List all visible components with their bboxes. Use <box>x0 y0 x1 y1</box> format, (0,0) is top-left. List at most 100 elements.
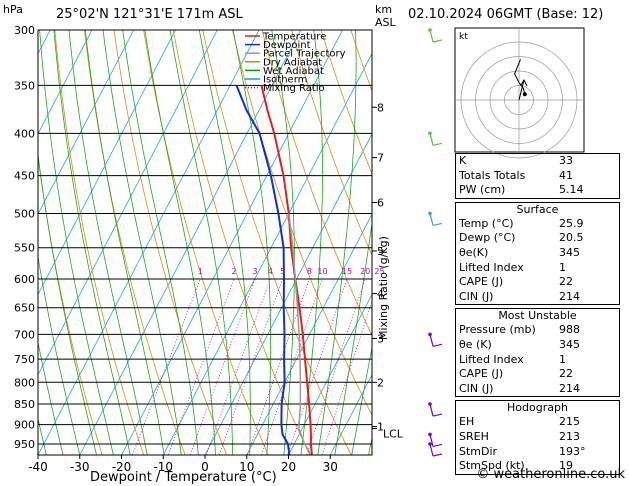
mixing-ratio-label: 10 <box>317 267 327 276</box>
pressure-tick-label: 600 <box>14 273 35 286</box>
height-tick-label: 1 <box>377 421 384 434</box>
wind-barb-flag <box>432 222 443 227</box>
mixing-ratio-label: 2 <box>232 267 237 276</box>
mixing-ratio-axis-label: Mixing Ratio (g/kg) <box>377 236 390 340</box>
surface-row: Lifted Index 1 <box>459 260 566 274</box>
stability-panel: K 33 Totals Totals 41 PW (cm) 5.14 Surface … <box>455 153 620 478</box>
mixing-ratio-line <box>306 278 366 455</box>
surface-title: Surface <box>516 202 559 216</box>
index-value: 5.14 <box>559 183 584 197</box>
legend-label: Isotherm <box>263 75 307 86</box>
mixing-ratio-line <box>261 278 323 455</box>
index-row: K 33 <box>456 154 619 169</box>
pressure-tick-label: 550 <box>14 242 35 255</box>
wet-adiabat-line <box>38 416 47 455</box>
hodo-row: StmSpd (kt) 19 <box>459 459 573 473</box>
index-row: PW (cm) 5.14 <box>456 183 619 198</box>
dewpoint-line <box>235 85 291 455</box>
index-name: PW (cm) <box>459 183 506 197</box>
x-axis-label: Dewpoint / Temperature (°C) <box>90 470 277 485</box>
credit-text: © weatheronline.co.uk <box>476 467 625 482</box>
surface-row: CAPE (J) 22 <box>459 275 573 289</box>
wet-adiabat-line <box>271 30 295 455</box>
pressure-tick-label: 400 <box>14 127 35 140</box>
wind-barb-dot <box>428 332 432 337</box>
indices-box: K 33 Totals Totals 41 PW (cm) 5.14 <box>455 153 620 199</box>
pressure-tick-label: 300 <box>14 24 35 37</box>
valid-time: 02.10.2024 06GMT (Base: 12) <box>408 7 604 22</box>
wind-barb-dot <box>428 131 432 136</box>
wet-adiabat-line <box>144 30 216 455</box>
pressure-tick-label: 950 <box>14 438 35 451</box>
temperature-line <box>260 85 313 455</box>
wet-adiabat-line <box>351 344 372 455</box>
mu-row: Lifted Index 1 <box>459 352 566 366</box>
hodograph-trace <box>514 59 526 95</box>
isotherm-line <box>329 373 372 455</box>
wind-barb-flag <box>432 142 443 146</box>
isotherm-line <box>121 30 343 455</box>
hodograph-unit: kt <box>459 32 468 42</box>
mixing-ratio-line <box>205 278 271 455</box>
parcel-trajectory-line <box>288 213 312 455</box>
wet-adiabat-line <box>317 30 357 455</box>
pressure-tick-label: 800 <box>14 376 35 389</box>
wind-barb-flag <box>432 343 443 347</box>
wet-adiabat-line <box>84 30 165 455</box>
dry-adiabat-line <box>619 0 629 466</box>
wet-adiabat-line <box>38 254 81 455</box>
wind-barb-dot <box>428 28 432 32</box>
wind-barb <box>429 29 434 43</box>
isotherm-line <box>38 30 218 376</box>
mixing-ratio-label: 15 <box>342 267 352 276</box>
pressure-tick-label: 500 <box>14 207 35 220</box>
wet-adiabat-line <box>368 435 372 455</box>
wind-barb <box>429 434 434 447</box>
height-tick-label: 5 <box>377 245 384 258</box>
surface-row: Dewp (°C) 20.5 <box>459 231 584 245</box>
wind-barb <box>429 334 434 347</box>
wet-adiabat-line <box>334 220 372 455</box>
dry-adiabat-line <box>84 30 186 455</box>
mixing-ratio-line <box>132 278 201 455</box>
temperature-tick-label: 0 <box>201 460 209 474</box>
height-tick-label: 2 <box>377 376 384 389</box>
hodo-row: SREH 213 <box>459 429 580 443</box>
mu-row: Pressure (mb) 988 <box>459 323 580 337</box>
height-tick-label: 4 <box>377 288 384 301</box>
legend-label: Parcel Trajectory <box>263 49 346 60</box>
most-unstable-title: Most Unstable <box>498 309 577 323</box>
mixing-ratio-label: 25 <box>374 267 384 276</box>
mixing-ratio-line <box>287 278 348 455</box>
height-tick-label: 7 <box>377 152 384 165</box>
wet-adiabat-line <box>38 151 97 455</box>
wet-adiabat-line <box>0 0 32 466</box>
isotherm-line <box>79 30 302 455</box>
pressure-tick-label: 650 <box>14 302 35 315</box>
isotherm-line <box>38 30 135 215</box>
height-tick-label: 6 <box>377 197 384 210</box>
wet-adiabat-line <box>38 340 64 455</box>
surface-box: Surface Temp (°C) 25.9 Dewp (°C) 20.5 θe(K… <box>455 201 620 306</box>
station-location: 25°02'N 121°31'E 171m ASL <box>56 7 243 22</box>
mixing-ratio-label: 20 <box>360 267 370 276</box>
dry-adiabat-line <box>38 153 103 455</box>
wind-barb-dot <box>428 402 432 406</box>
mixing-ratio-label: 8 <box>307 267 312 276</box>
mixing-ratio-label: 1 <box>198 267 203 276</box>
index-row: Totals Totals 41 <box>456 169 619 184</box>
isotherm-line <box>162 52 372 455</box>
isotherm-line <box>288 293 372 455</box>
wet-adiabat-line <box>68 30 148 455</box>
mixing-ratio-label: 3 <box>252 267 257 276</box>
hodograph-frame <box>454 27 585 153</box>
pressure-tick-label: 900 <box>14 419 35 432</box>
pressure-tick-label: 700 <box>14 328 35 341</box>
wet-adiabat-line <box>53 30 131 455</box>
mu-row: CAPE (J) 22 <box>459 367 573 381</box>
mixing-ratio-line <box>218 278 284 455</box>
index-name: Totals Totals <box>459 168 526 182</box>
wind-barb <box>429 133 434 146</box>
index-value: 41 <box>559 168 573 182</box>
